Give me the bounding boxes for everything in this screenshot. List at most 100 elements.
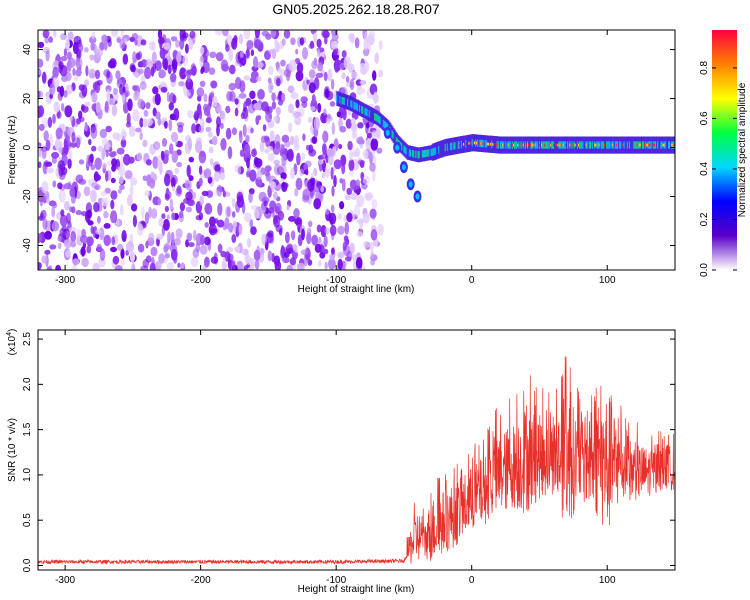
noise-cell: [362, 212, 370, 224]
noise-cell: [168, 118, 173, 132]
noise-cell: [280, 59, 286, 67]
noise-cell: [288, 103, 294, 114]
noise-cell: [55, 264, 61, 270]
noise-cell: [251, 148, 257, 158]
noise-cell: [283, 30, 291, 39]
noise-cell: [69, 142, 78, 148]
noise-cell: [164, 121, 168, 129]
noise-cell: [308, 220, 313, 228]
noise-cell: [307, 259, 313, 266]
noise-cell: [239, 50, 244, 59]
noise-cell: [306, 79, 310, 85]
noise-cell: [60, 33, 67, 41]
noise-cell: [313, 167, 318, 177]
noise-cell: [69, 187, 76, 198]
noise-cell: [202, 60, 210, 74]
noise-cell: [227, 146, 233, 160]
noise-cell: [269, 130, 275, 142]
noise-cell: [369, 162, 376, 172]
noise-cell: [273, 191, 278, 200]
noise-cell: [84, 122, 88, 132]
noise-cell: [107, 60, 116, 69]
noise-cell: [295, 177, 303, 190]
noise-cell: [220, 138, 227, 151]
noise-cell: [122, 86, 126, 93]
noise-cell: [158, 253, 165, 264]
noise-cell: [142, 118, 148, 128]
noise-cell: [173, 254, 178, 264]
noise-cell: [58, 163, 64, 177]
noise-cell: [152, 86, 159, 95]
noise-cell: [225, 105, 231, 114]
noise-cell: [299, 168, 304, 176]
noise-cell: [66, 52, 72, 60]
noise-cell: [350, 180, 358, 192]
noise-cell: [214, 164, 221, 173]
noise-cell: [199, 244, 208, 255]
noise-cell: [324, 227, 331, 235]
noise-cell: [321, 172, 326, 179]
colorbar-tick-label: 0.4: [699, 162, 710, 176]
noise-cell: [112, 132, 119, 140]
noise-cell: [175, 228, 183, 239]
noise-cell: [151, 256, 155, 269]
noise-cell: [91, 92, 98, 103]
noise-cell: [371, 199, 378, 209]
y-tick-label: 40: [22, 44, 33, 56]
noise-cell: [190, 256, 199, 268]
noise-cell: [204, 203, 213, 215]
noise-cell: [242, 107, 249, 119]
noise-cell: [302, 133, 306, 142]
noise-cell: [186, 232, 193, 242]
noise-cell: [273, 255, 281, 266]
noise-cell: [239, 80, 246, 93]
noise-cell: [305, 169, 309, 176]
noise-cell: [337, 225, 345, 235]
noise-cell: [103, 234, 111, 247]
noise-cell: [157, 30, 163, 39]
noise-cell: [150, 246, 158, 257]
noise-cell: [354, 37, 360, 49]
noise-cell: [228, 82, 237, 91]
noise-cell: [270, 30, 277, 39]
noise-cell: [212, 135, 218, 146]
noise-cell: [311, 234, 319, 246]
noise-cell: [365, 122, 370, 129]
noise-cell: [170, 72, 177, 83]
noise-cell: [171, 212, 176, 221]
noise-cell: [55, 127, 63, 140]
noise-cell: [43, 130, 49, 142]
y-tick-label: 0.0: [22, 558, 33, 572]
noise-cell: [275, 224, 283, 233]
noise-cell: [229, 64, 236, 75]
noise-cell: [259, 250, 265, 263]
noise-cell: [256, 115, 262, 121]
noise-cell: [363, 149, 369, 159]
noise-cell: [228, 222, 234, 233]
noise-cell: [333, 46, 339, 56]
noise-cell: [295, 70, 304, 82]
noise-cell: [146, 174, 152, 187]
noise-cell: [73, 35, 82, 46]
noise-cell: [107, 98, 116, 106]
noise-cell: [261, 101, 269, 112]
noise-cell: [352, 130, 358, 140]
noise-cell: [195, 215, 202, 221]
noise-cell: [199, 195, 205, 206]
noise-cell: [345, 75, 350, 84]
noise-cell: [119, 184, 125, 190]
noise-cell: [142, 258, 150, 268]
noise-cell: [330, 167, 334, 180]
noise-cell: [341, 72, 346, 80]
noise-cell: [167, 231, 171, 244]
noise-cell: [61, 102, 65, 112]
noise-cell: [307, 116, 313, 123]
noise-cell: [310, 106, 316, 112]
noise-cell: [235, 227, 240, 238]
noise-cell: [249, 169, 257, 182]
noise-cell: [104, 100, 109, 113]
noise-cell: [311, 94, 316, 104]
noise-cell: [187, 242, 195, 248]
noise-cell: [158, 69, 166, 79]
noise-cell: [179, 67, 187, 80]
